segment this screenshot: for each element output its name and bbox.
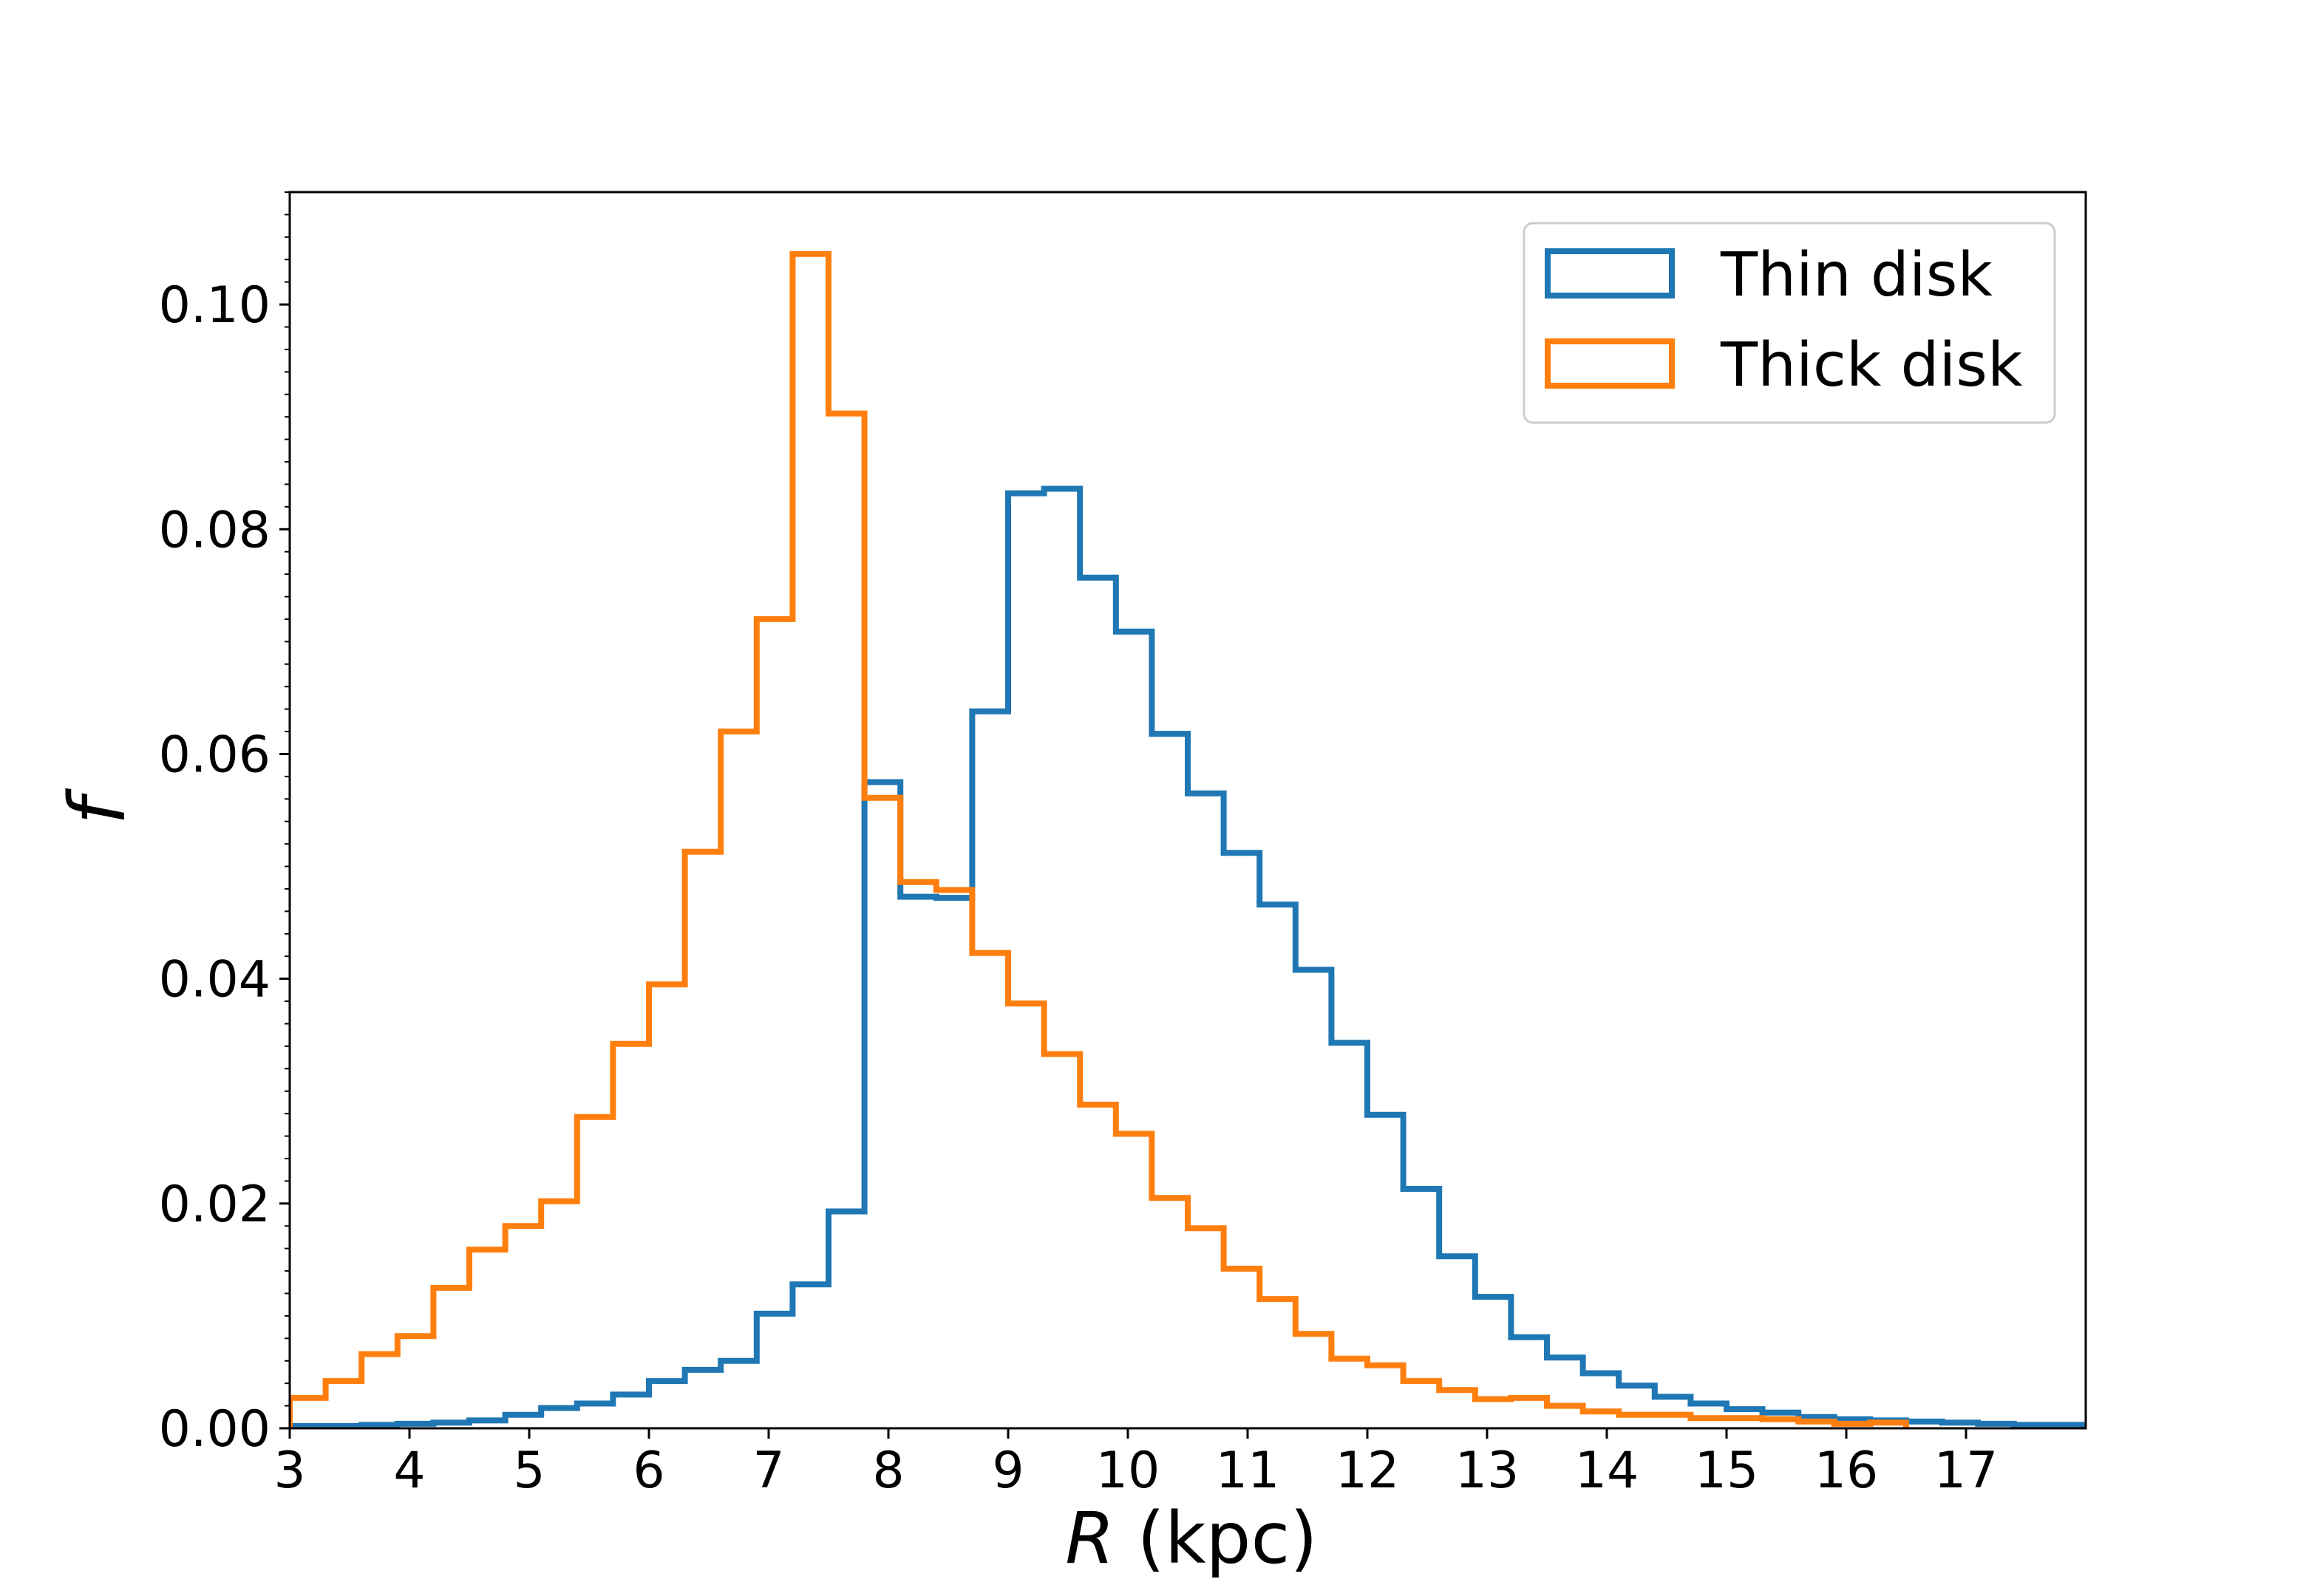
legend-swatch-thin-disk <box>1545 248 1675 299</box>
x-tick-label: 6 <box>633 1442 664 1500</box>
x-axis-title: R (kpc) <box>1065 1497 1317 1580</box>
x-tick-label: 13 <box>1455 1442 1520 1500</box>
plot-frame <box>288 191 2087 1430</box>
x-tick-label: 8 <box>872 1442 904 1500</box>
y-tick-label: 0.06 <box>159 726 271 784</box>
y-tick-label: 0.10 <box>159 276 271 335</box>
y-tick-label: 0.02 <box>159 1176 271 1234</box>
legend-label-thin-disk: Thin disk <box>1720 240 1993 310</box>
legend: Thin disk Thick disk <box>1523 222 2056 424</box>
legend-swatch-thick-disk <box>1545 338 1675 389</box>
y-tick-label: 0.08 <box>159 501 271 559</box>
x-tick-label: 14 <box>1575 1442 1639 1500</box>
series-thick-disk-step <box>290 250 1909 1428</box>
x-tick-label: 10 <box>1096 1442 1160 1500</box>
x-tick-label: 15 <box>1695 1442 1759 1500</box>
x-tick-label: 16 <box>1814 1442 1879 1500</box>
x-tick-label: 4 <box>393 1442 425 1500</box>
x-tick-label: 7 <box>752 1442 784 1500</box>
x-tick-label: 5 <box>513 1442 545 1500</box>
x-tick-label: 17 <box>1934 1442 1999 1500</box>
series-thin-disk-step <box>290 485 2086 1428</box>
x-tick-label: 11 <box>1216 1442 1280 1500</box>
legend-label-thick-disk: Thick disk <box>1720 330 2023 400</box>
x-tick-label: 3 <box>273 1442 305 1500</box>
legend-box <box>1523 222 2056 424</box>
x-tick-label: 12 <box>1336 1442 1400 1500</box>
x-tick-label: 9 <box>992 1442 1024 1500</box>
y-tick-label: 0.00 <box>159 1400 271 1459</box>
y-tick-label: 0.04 <box>159 951 271 1009</box>
